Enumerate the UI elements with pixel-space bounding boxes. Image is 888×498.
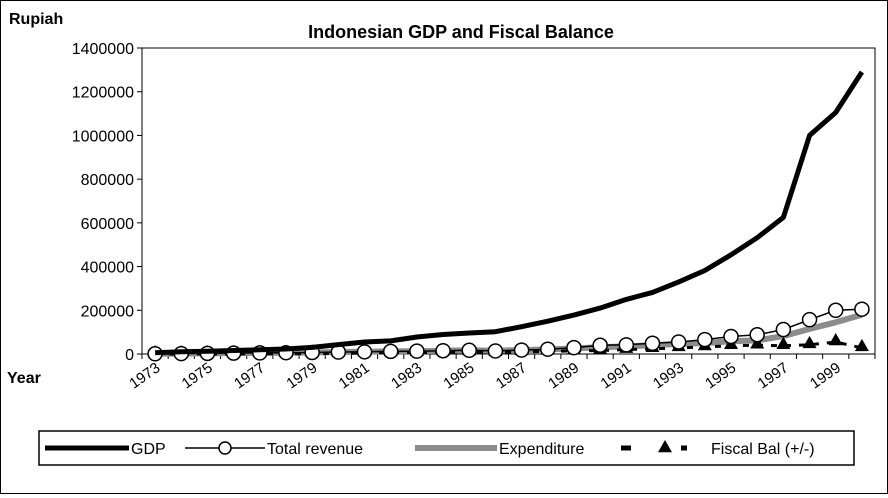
total-revenue-point <box>723 328 739 345</box>
y-tick-label: 1200000 <box>72 85 134 102</box>
legend-swatch-fiscal-balance-marker <box>658 440 672 453</box>
y-tick-label: 800000 <box>81 172 134 189</box>
total-revenue-point <box>644 335 661 352</box>
x-tick-label: 1987 <box>493 359 530 392</box>
x-tick-label: 1977 <box>231 359 268 392</box>
x-tick-label: 1995 <box>702 359 739 392</box>
y-tick-label: 600000 <box>81 216 134 233</box>
total-revenue-point <box>487 343 504 359</box>
y-tick-label: 200000 <box>81 303 134 320</box>
x-tick-label: 1975 <box>179 359 216 392</box>
total-revenue-point <box>540 341 556 357</box>
y-tick-label: 400000 <box>81 260 134 277</box>
chart-title: Indonesian GDP and Fiscal Balance <box>308 22 614 42</box>
legend-label: GDP <box>131 441 166 458</box>
x-tick-label: 1985 <box>440 359 477 392</box>
legend-swatch-total-revenue-marker <box>218 441 232 455</box>
total-revenue-point <box>382 343 399 360</box>
series-group <box>147 70 870 362</box>
plot-area <box>141 47 876 355</box>
x-tick-label: 1983 <box>388 359 425 392</box>
total-revenue-point <box>697 331 713 348</box>
fiscal-balance-point <box>802 335 817 349</box>
total-revenue-point <box>592 337 608 354</box>
total-revenue-point <box>854 301 870 317</box>
fiscal-balance-point <box>854 338 869 352</box>
total-revenue-point <box>670 334 687 350</box>
total-revenue-point <box>827 302 844 319</box>
total-revenue-point <box>801 311 818 328</box>
y-axis: 0 200000 400000 600000 800000 1000000 1200000 1… <box>72 41 142 364</box>
series-fiscal-balance-line <box>155 340 863 356</box>
total-revenue-point <box>566 339 582 356</box>
x-tick-label: 1999 <box>807 359 844 392</box>
total-revenue-point <box>356 344 373 360</box>
total-revenue-point <box>749 327 765 343</box>
legend-label: Fiscal Bal (+/-) <box>711 441 815 458</box>
legend-label: Expenditure <box>499 441 584 458</box>
x-tick-label: 1997 <box>755 359 792 392</box>
x-tick-label: 1973 <box>126 359 163 392</box>
y-axis-label: Rupiah <box>9 11 63 28</box>
total-revenue-point <box>461 342 477 359</box>
x-axis: 1973 1975 1977 1979 1981 1983 1985 1987 1989 1991… <box>126 354 876 392</box>
x-tick-label: 1981 <box>336 359 373 392</box>
total-revenue-point <box>513 342 530 358</box>
series-total-revenue-line <box>155 308 862 355</box>
total-revenue-point <box>409 343 425 359</box>
legend: GDP Total revenue Expenditure Fiscal Bal (+… <box>38 430 855 466</box>
y-tick-label: 1000000 <box>72 128 134 145</box>
series-gdp-line <box>155 70 864 356</box>
x-tick-label: 1991 <box>598 359 635 392</box>
total-revenue-point <box>435 342 451 359</box>
x-tick-label: 1979 <box>283 359 320 392</box>
y-tick-label: 1400000 <box>72 41 134 58</box>
x-tick-label: 1989 <box>545 359 582 392</box>
x-axis-label: Year <box>7 370 41 387</box>
y-tick-label: 0 <box>125 347 134 364</box>
x-tick-label: 1993 <box>650 359 687 392</box>
total-revenue-point <box>775 321 792 338</box>
legend-label: Total revenue <box>267 441 363 458</box>
fiscal-balance-point <box>776 336 791 349</box>
total-revenue-point <box>618 337 635 353</box>
fiscal-balance-point <box>828 332 843 346</box>
